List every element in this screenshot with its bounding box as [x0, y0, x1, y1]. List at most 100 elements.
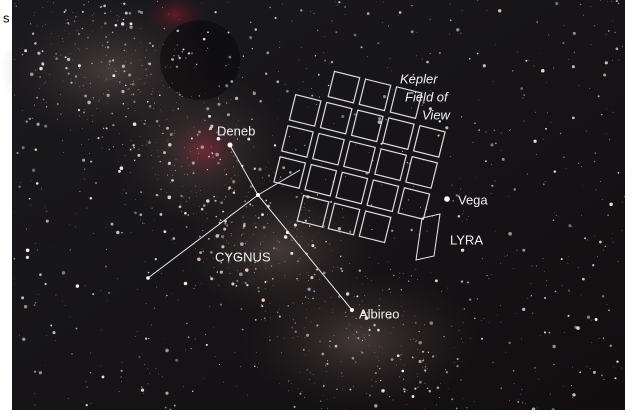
star — [603, 250, 604, 251]
star — [424, 324, 425, 325]
screenshot: Kepler Field of View Deneb Vega LYRA CYG… — [0, 0, 634, 420]
star — [133, 37, 135, 39]
star — [296, 278, 297, 279]
star — [582, 185, 583, 186]
star — [398, 15, 399, 16]
star — [327, 360, 328, 361]
star — [137, 331, 138, 332]
star — [78, 64, 81, 67]
star — [52, 331, 55, 334]
star — [341, 361, 342, 362]
star — [187, 214, 189, 216]
star — [444, 336, 445, 337]
star — [387, 67, 388, 68]
star — [197, 134, 199, 136]
star — [42, 26, 43, 27]
star — [165, 297, 166, 298]
star — [131, 94, 132, 95]
star — [119, 133, 120, 134]
star — [222, 271, 223, 272]
star — [262, 177, 263, 178]
star — [297, 336, 298, 337]
star — [364, 295, 365, 296]
star — [202, 230, 203, 231]
star — [39, 371, 42, 374]
star — [562, 42, 564, 44]
star — [141, 42, 142, 43]
star — [612, 60, 613, 61]
star — [474, 123, 475, 124]
star — [324, 59, 326, 61]
star — [377, 42, 379, 44]
star — [186, 323, 187, 324]
star — [87, 119, 88, 120]
star — [622, 230, 623, 231]
star — [154, 308, 155, 309]
star — [59, 36, 60, 37]
star — [369, 152, 370, 153]
star — [462, 221, 463, 222]
star — [152, 91, 153, 92]
star — [189, 165, 190, 166]
star — [219, 364, 220, 365]
star — [218, 234, 219, 235]
star — [462, 213, 463, 214]
star — [415, 341, 416, 342]
star — [119, 16, 120, 17]
star — [257, 287, 259, 289]
star — [422, 59, 423, 60]
star — [372, 386, 373, 387]
star — [474, 318, 475, 319]
star — [624, 196, 625, 197]
star — [154, 103, 155, 104]
star — [352, 317, 353, 318]
star — [60, 114, 61, 115]
star — [171, 170, 172, 171]
star — [404, 311, 405, 312]
star — [344, 6, 346, 8]
star — [206, 213, 207, 214]
star — [340, 256, 342, 258]
star — [426, 61, 429, 64]
star — [607, 304, 608, 305]
star — [108, 90, 109, 91]
star — [448, 389, 449, 390]
star — [230, 273, 231, 274]
star — [396, 365, 397, 366]
star — [478, 100, 479, 101]
star — [525, 60, 527, 62]
star — [191, 138, 193, 140]
star — [139, 213, 142, 216]
star — [605, 246, 607, 248]
star — [84, 94, 87, 97]
star — [362, 301, 363, 302]
star — [140, 136, 141, 137]
star — [274, 172, 275, 173]
star — [291, 240, 292, 241]
star — [269, 336, 270, 337]
star — [368, 329, 370, 331]
star — [193, 172, 195, 174]
star — [119, 391, 120, 392]
star — [29, 118, 31, 120]
star — [106, 55, 107, 56]
star — [251, 39, 252, 40]
star — [22, 110, 23, 111]
star — [277, 240, 278, 241]
star — [144, 83, 145, 84]
star — [55, 57, 58, 60]
star — [93, 97, 94, 98]
star — [46, 102, 47, 103]
star — [279, 263, 280, 264]
star — [110, 11, 111, 12]
star — [167, 119, 168, 120]
star — [255, 28, 257, 30]
star — [112, 124, 114, 126]
star — [491, 193, 492, 194]
star — [273, 232, 274, 233]
star — [249, 36, 252, 39]
star — [325, 241, 326, 242]
star — [158, 150, 159, 151]
star — [257, 367, 258, 368]
star — [561, 258, 563, 260]
